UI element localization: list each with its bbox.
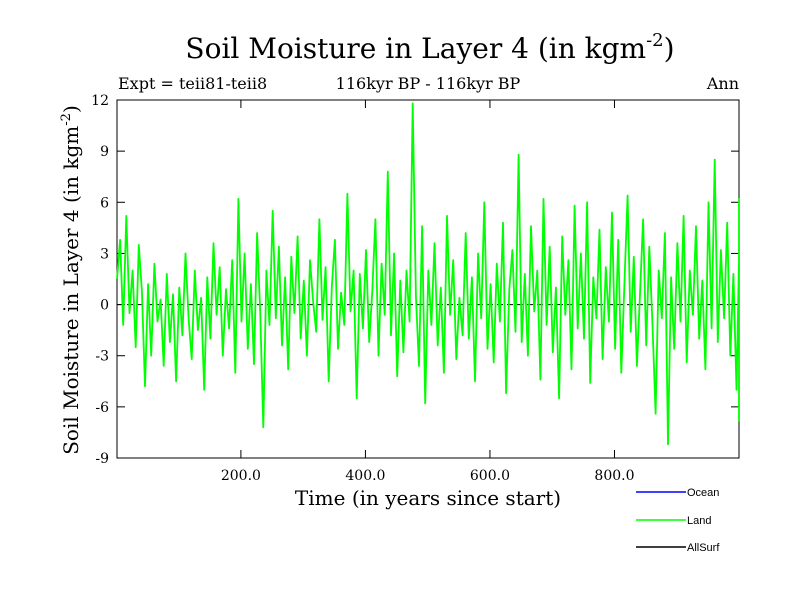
axis-ticks: -9 -6 -3 0 3 6 9 12 200.0 400.0 600.0 800.0 [91, 93, 739, 484]
y-tick-label: -6 [95, 400, 109, 416]
period-label: Ann [706, 74, 739, 93]
y-tick-label: 3 [100, 246, 109, 262]
y-tick-label: 12 [91, 93, 109, 109]
x-axis-label: Time (in years since start) [295, 486, 561, 510]
chart-subtitle: 116kyr BP - 116kyr BP [336, 74, 521, 93]
y-tick-label: -3 [95, 349, 109, 365]
legend-land-label: Land [687, 515, 711, 527]
y-axis-label: Soil Moisture in Layer 4 (in kgm-2) [59, 105, 83, 455]
x-tick-label: 400.0 [345, 468, 385, 484]
y-tick-label: 6 [100, 195, 109, 211]
x-tick-label: 600.0 [470, 468, 510, 484]
x-tick-label: 200.0 [221, 468, 261, 484]
experiment-label: Expt = teii81-teii8 [118, 74, 267, 93]
legend: Ocean Land AllSurf [636, 487, 720, 554]
legend-allsurf-label: AllSurf [687, 542, 720, 554]
legend-ocean-label: Ocean [687, 487, 719, 499]
y-tick-label: 9 [100, 144, 109, 160]
land-series-line [116, 102, 740, 446]
chart-title: Soil Moisture in Layer 4 (in kgm-2) [185, 30, 674, 65]
x-tick-label: 800.0 [594, 468, 634, 484]
y-tick-label: -9 [95, 451, 109, 467]
y-tick-label: 0 [100, 298, 109, 314]
